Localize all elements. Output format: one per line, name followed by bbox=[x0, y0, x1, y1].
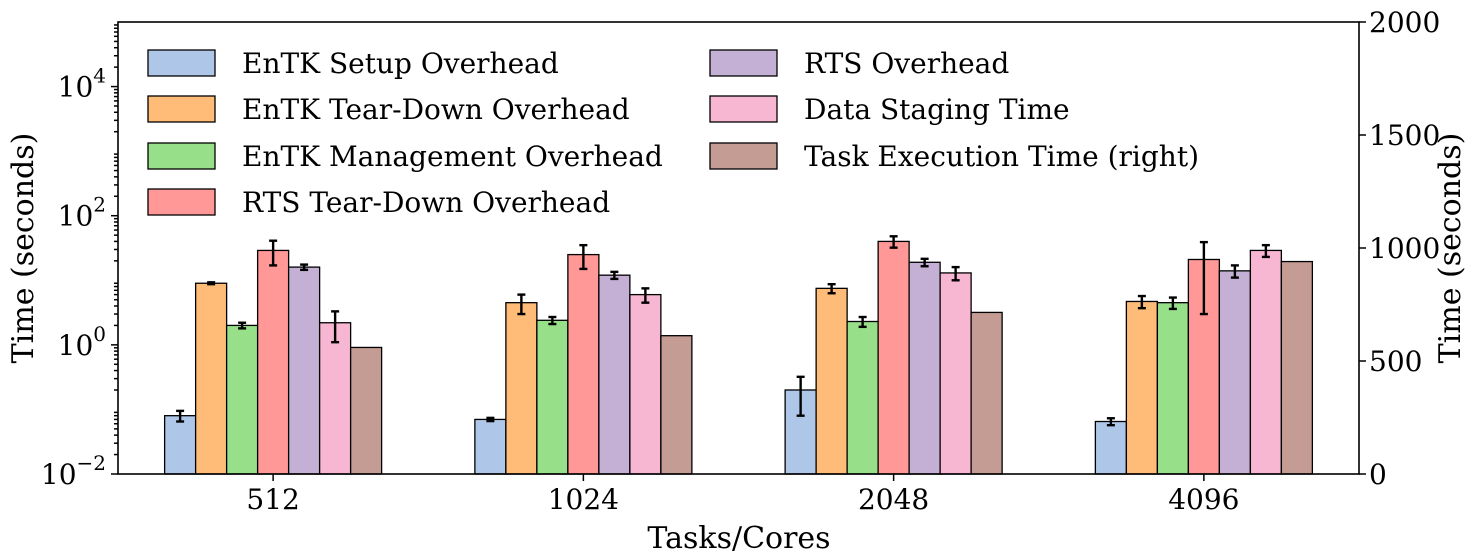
legend: EnTK Setup Overhead EnTK Tear-Down Overhe… bbox=[147, 47, 1199, 219]
left-y-tick-label: 104 bbox=[58, 64, 106, 104]
error-bar bbox=[238, 321, 247, 330]
error-bar bbox=[1168, 296, 1177, 311]
error-bar bbox=[920, 257, 929, 268]
bar bbox=[970, 311, 1003, 475]
x-axis: 512 1024 2048 4096 bbox=[246, 474, 1240, 516]
error-bar bbox=[1261, 243, 1270, 259]
legend-swatch bbox=[709, 49, 778, 77]
error-bar bbox=[486, 416, 495, 423]
error-bar bbox=[579, 243, 588, 271]
error-bar bbox=[641, 287, 650, 304]
legend-label: Task Execution Time (right) bbox=[804, 140, 1199, 173]
legend-entry: Data Staging Time bbox=[709, 93, 1070, 126]
bar bbox=[536, 319, 569, 475]
bar bbox=[908, 261, 941, 475]
error-bar bbox=[889, 235, 898, 249]
legend-label: Data Staging Time bbox=[804, 93, 1070, 126]
left-y-axis: 10−2 100 102 104 bbox=[41, 24, 118, 491]
bar bbox=[287, 266, 321, 475]
bar bbox=[877, 240, 910, 475]
error-bar bbox=[176, 409, 185, 423]
x-tick-label: 512 bbox=[246, 483, 299, 516]
bar bbox=[1156, 302, 1190, 475]
legend-label: RTS Overhead bbox=[804, 47, 1009, 80]
bar bbox=[505, 302, 538, 475]
legend-entry: EnTK Management Overhead bbox=[147, 140, 663, 173]
bar bbox=[1249, 249, 1283, 475]
bar bbox=[598, 274, 631, 475]
bar bbox=[815, 287, 848, 475]
legend-entry: RTS Overhead bbox=[709, 47, 1009, 80]
bar bbox=[1094, 420, 1128, 475]
bar bbox=[846, 320, 879, 475]
legend-swatch bbox=[147, 95, 216, 123]
error-bar bbox=[300, 263, 309, 272]
error-bar bbox=[827, 282, 836, 295]
error-bar bbox=[1230, 264, 1239, 279]
error-bar bbox=[548, 315, 557, 326]
bar bbox=[629, 293, 662, 475]
legend-label: EnTK Management Overhead bbox=[242, 140, 663, 173]
x-tick-label: 4096 bbox=[1168, 483, 1239, 516]
right-y-tick-label: 500 bbox=[1369, 345, 1422, 378]
error-bar bbox=[610, 270, 619, 281]
bar bbox=[163, 415, 197, 475]
right-y-tick-label: 1000 bbox=[1369, 232, 1440, 265]
error-bar bbox=[858, 315, 867, 329]
legend-swatch bbox=[147, 188, 216, 216]
left-y-tick-label: 102 bbox=[58, 193, 106, 233]
left-y-tick-label: 10−2 bbox=[41, 451, 106, 491]
bar bbox=[349, 346, 383, 475]
x-tick-label: 2048 bbox=[858, 483, 929, 516]
legend-swatch bbox=[709, 142, 778, 170]
legend-entry: RTS Tear-Down Overhead bbox=[147, 186, 610, 219]
bar bbox=[1218, 270, 1252, 475]
bar bbox=[660, 335, 693, 475]
right-y-tick-label: 0 bbox=[1369, 458, 1387, 491]
left-y-axis-label: Time (seconds) bbox=[6, 133, 41, 364]
legend-label: EnTK Tear-Down Overhead bbox=[242, 93, 630, 126]
error-bar bbox=[331, 310, 340, 344]
x-tick-label: 1024 bbox=[548, 483, 619, 516]
error-bar bbox=[1199, 240, 1208, 316]
right-y-tick-label: 1500 bbox=[1369, 119, 1440, 152]
error-bar bbox=[796, 375, 805, 417]
error-bar bbox=[1137, 294, 1146, 310]
right-y-axis: 0 500 1000 1500 2000 bbox=[1359, 6, 1440, 491]
bar bbox=[256, 249, 290, 475]
legend-label: EnTK Setup Overhead bbox=[242, 47, 559, 80]
legend-swatch bbox=[147, 142, 216, 170]
legend-entry: EnTK Setup Overhead bbox=[147, 47, 559, 80]
left-y-tick-label: 100 bbox=[58, 322, 106, 362]
bar bbox=[939, 272, 972, 475]
legend-swatch bbox=[147, 49, 216, 77]
error-bar bbox=[269, 239, 278, 267]
error-bar bbox=[1106, 417, 1115, 427]
error-bar bbox=[951, 265, 960, 282]
error-bar bbox=[517, 293, 526, 316]
bar bbox=[567, 253, 600, 475]
bar bbox=[194, 282, 228, 475]
legend-label: RTS Tear-Down Overhead bbox=[242, 186, 610, 219]
right-y-tick-label: 2000 bbox=[1369, 6, 1440, 39]
bar bbox=[474, 418, 507, 475]
bar bbox=[225, 324, 259, 475]
bar bbox=[1125, 300, 1159, 475]
legend-entry: EnTK Tear-Down Overhead bbox=[147, 93, 630, 126]
right-y-axis-label: Time (seconds) bbox=[1433, 133, 1468, 364]
x-axis-label: Tasks/Cores bbox=[647, 521, 830, 556]
bar bbox=[318, 322, 352, 475]
bar bbox=[1280, 260, 1314, 475]
legend-swatch bbox=[709, 95, 778, 123]
error-bar bbox=[207, 281, 216, 286]
bars-layer bbox=[163, 235, 1314, 475]
legend-entry: Task Execution Time (right) bbox=[709, 140, 1199, 173]
